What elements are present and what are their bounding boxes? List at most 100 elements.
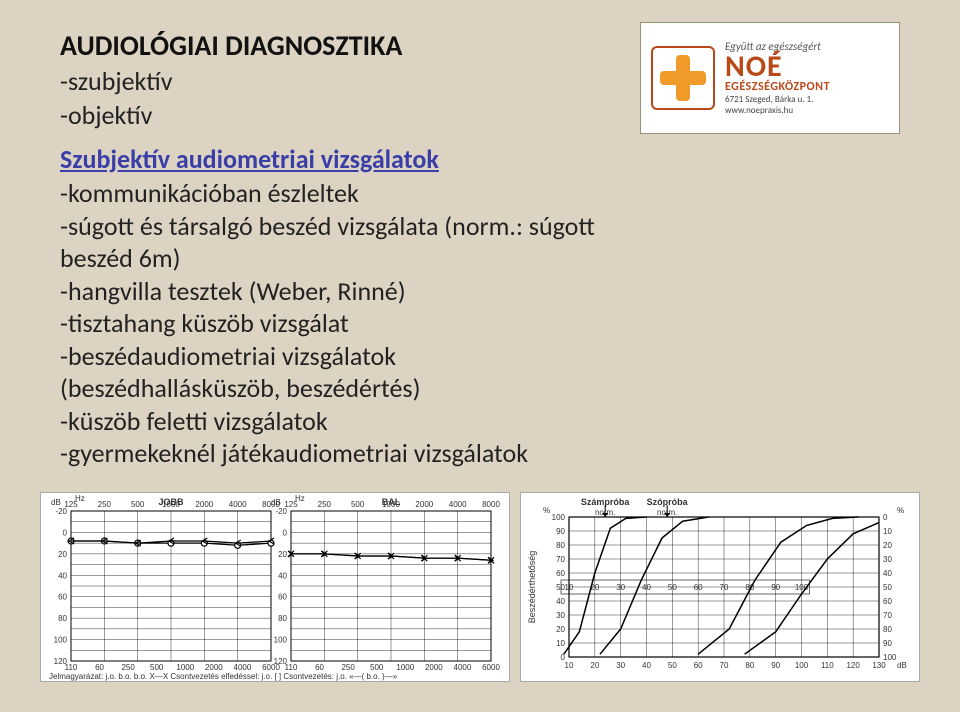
svg-text:60: 60	[556, 569, 565, 578]
svg-text:40: 40	[58, 571, 67, 580]
svg-text:60: 60	[315, 663, 324, 672]
svg-text:Hz: Hz	[75, 494, 85, 503]
bullet-line: -küszöb feletti vizsgálatok	[60, 405, 600, 438]
svg-text:2000: 2000	[205, 663, 223, 672]
svg-text:500: 500	[351, 500, 365, 509]
bullet-line: -kommunikációban észleltek	[60, 177, 600, 210]
svg-text:50: 50	[668, 583, 677, 592]
svg-text:10: 10	[565, 583, 574, 592]
svg-text:8000: 8000	[482, 500, 500, 509]
svg-text:2000: 2000	[415, 500, 433, 509]
svg-text:80: 80	[556, 541, 565, 550]
audiogram-chart: -200204060801001201252505001000200040008…	[40, 492, 510, 682]
bullet-line: -gyermekeknél játékaudiometriai vizsgála…	[60, 437, 600, 470]
svg-text:30: 30	[883, 555, 892, 564]
svg-text:40: 40	[642, 583, 651, 592]
svg-text:80: 80	[745, 661, 754, 670]
svg-text:40: 40	[278, 571, 287, 580]
svg-text:dB: dB	[271, 498, 281, 507]
svg-text:250: 250	[98, 500, 112, 509]
bullet-line: -beszédaudiometriai vizsgálatok (beszédh…	[60, 340, 600, 405]
subtitle-2: -objektív	[60, 99, 600, 131]
svg-text:70: 70	[720, 661, 729, 670]
svg-text:90: 90	[556, 527, 565, 536]
svg-text:JOBB: JOBB	[158, 497, 184, 507]
bullet-line: -súgott és társalgó beszéd vizsgálata (n…	[60, 210, 600, 275]
svg-text:20: 20	[58, 550, 67, 559]
subtitle-1: -szubjektív	[60, 65, 600, 97]
svg-text:50: 50	[883, 583, 892, 592]
svg-text:10: 10	[565, 661, 574, 670]
svg-text:dB: dB	[897, 661, 907, 670]
svg-text:1000: 1000	[396, 663, 414, 672]
svg-text:4000: 4000	[449, 500, 467, 509]
logo-url: www.noepraxis.hu	[725, 105, 889, 116]
svg-text:250: 250	[318, 500, 332, 509]
svg-text:110: 110	[65, 663, 78, 672]
svg-text:20: 20	[556, 625, 565, 634]
svg-text:0: 0	[883, 513, 888, 522]
bullet-line: -tisztahang küszöb vizsgálat	[60, 307, 600, 340]
svg-text:%: %	[897, 506, 904, 515]
svg-text:30: 30	[616, 661, 625, 670]
logo-name: NOÉ	[725, 53, 889, 80]
svg-text:100: 100	[552, 513, 566, 522]
svg-text:60: 60	[883, 597, 892, 606]
svg-text:120: 120	[846, 661, 860, 670]
svg-text:4000: 4000	[229, 500, 247, 509]
svg-text:60: 60	[95, 663, 104, 672]
svg-text:20: 20	[278, 550, 287, 559]
svg-text:500: 500	[131, 500, 145, 509]
svg-text:Jelmagyarázat: j.o. b.o. b.o.: Jelmagyarázat: j.o. b.o. b.o. X—X Csontv…	[49, 672, 398, 681]
svg-text:500: 500	[370, 663, 384, 672]
svg-text:2000: 2000	[195, 500, 213, 509]
svg-text:500: 500	[150, 663, 164, 672]
svg-text:80: 80	[883, 625, 892, 634]
bullet-line: -hangvilla tesztek (Weber, Rinné)	[60, 275, 600, 308]
svg-text:40: 40	[883, 569, 892, 578]
svg-text:80: 80	[58, 614, 67, 623]
svg-text:100: 100	[54, 636, 68, 645]
svg-text:40: 40	[642, 661, 651, 670]
svg-text:40: 40	[556, 597, 565, 606]
svg-text:90: 90	[771, 583, 780, 592]
svg-text:110: 110	[285, 663, 298, 672]
svg-text:1000: 1000	[176, 663, 194, 672]
logo-subname: EGÉSZSÉGKÖZPONT	[725, 80, 889, 94]
svg-text:4000: 4000	[234, 663, 252, 672]
svg-text:dB: dB	[51, 498, 61, 507]
svg-text:100: 100	[795, 661, 809, 670]
logo-cross-icon	[651, 46, 715, 110]
svg-text:10: 10	[556, 639, 565, 648]
svg-text:0: 0	[63, 528, 68, 537]
svg-text:50: 50	[668, 661, 677, 670]
svg-text:60: 60	[694, 583, 703, 592]
svg-text:Hz: Hz	[295, 494, 305, 503]
svg-text:4000: 4000	[454, 663, 472, 672]
svg-text:30: 30	[556, 611, 565, 620]
svg-text:0: 0	[283, 528, 288, 537]
svg-text:70: 70	[720, 583, 729, 592]
svg-text:110: 110	[821, 661, 834, 670]
svg-text:%: %	[543, 506, 550, 515]
svg-text:90: 90	[883, 639, 892, 648]
speech-audiometry-chart: 100 0 90 10 80 20 70 30 60 40 50 50 40 60 30 70 20 80 10 90…	[520, 492, 920, 682]
svg-text:Beszédérthetőség: Beszédérthetőség	[527, 551, 537, 624]
svg-text:70: 70	[556, 555, 565, 564]
svg-text:30: 30	[616, 583, 625, 592]
svg-text:70: 70	[883, 611, 892, 620]
svg-text:90: 90	[771, 661, 780, 670]
svg-text:20: 20	[590, 661, 599, 670]
svg-text:250: 250	[121, 663, 135, 672]
svg-text:80: 80	[278, 614, 287, 623]
svg-text:20: 20	[883, 541, 892, 550]
svg-text:6000: 6000	[482, 663, 500, 672]
svg-text:2000: 2000	[425, 663, 443, 672]
logo-address: 6721 Szeged, Bárka u. 1.	[725, 94, 889, 105]
svg-text:100: 100	[274, 636, 288, 645]
svg-text:60: 60	[694, 661, 703, 670]
page-title: AUDIOLÓGIAI DIAGNOSZTIKA	[60, 28, 600, 63]
svg-text:130: 130	[872, 661, 886, 670]
svg-text:BAL: BAL	[382, 497, 401, 507]
logo-box: Együtt az egészségért NOÉ EGÉSZSÉGKÖZPON…	[640, 22, 900, 134]
